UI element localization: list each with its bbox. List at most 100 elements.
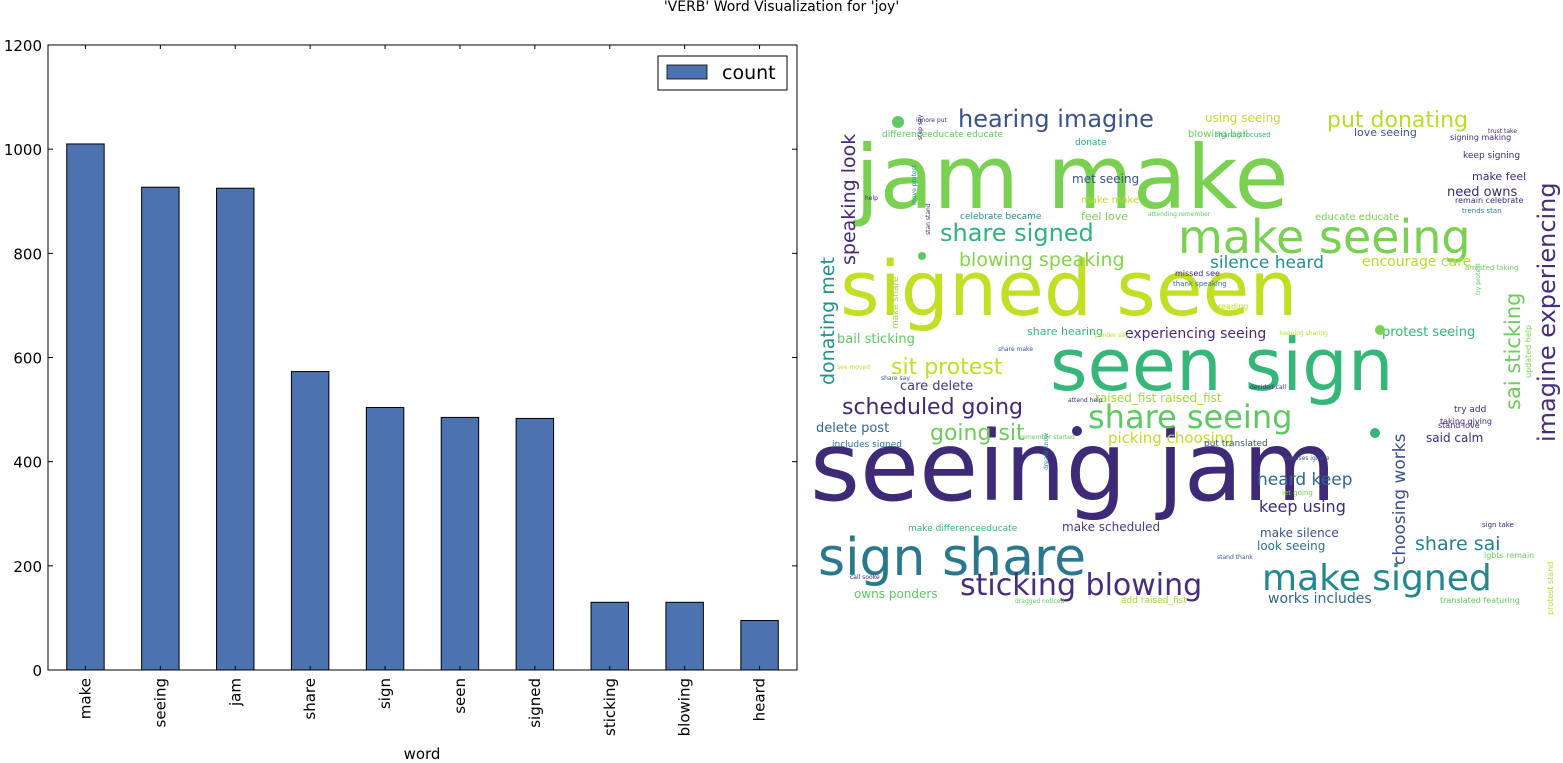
cloud-word: bail sticking <box>837 332 915 347</box>
y-tick-label: 800 <box>13 245 42 263</box>
cloud-word: arrested taking <box>1465 264 1518 272</box>
bar-seen <box>440 416 480 671</box>
bar-chart: 0 200 400 600 800 1000 1200 make seeing jam share… <box>4 37 798 763</box>
cloud-word: ignore put <box>916 117 947 124</box>
cloud-word: add raised_fist <box>1121 596 1187 606</box>
cloud-word: educate educate <box>1315 212 1399 223</box>
y-tick-label: 200 <box>13 558 42 576</box>
cloud-word: lgbts remain <box>1484 551 1534 560</box>
cloud-word: speaking look <box>838 134 860 265</box>
cloud-word: seen sign <box>1050 323 1393 407</box>
cloud-word: share seeing <box>1088 398 1292 436</box>
cloud-word: differenceeducate educate <box>882 130 1003 140</box>
y-tick-label: 600 <box>13 350 42 368</box>
bar-make <box>66 143 105 671</box>
cloud-word: share hearing <box>1027 325 1103 338</box>
cloud-word: share make <box>998 346 1033 353</box>
cloud-word: hearing imagine <box>958 105 1154 133</box>
cloud-word: stan stand <box>925 203 932 235</box>
cloud-word: scheduled going <box>842 395 1023 420</box>
x-tick-label: signed <box>526 678 544 728</box>
cloud-word: missed see <box>1175 269 1220 278</box>
cloud-word: make differenceeducate <box>908 524 1018 534</box>
bar-sticking <box>590 601 629 671</box>
bar-share <box>290 371 330 671</box>
cloud-word: attending remember <box>1148 211 1211 218</box>
cloud-word: chooses ignore <box>1284 455 1330 462</box>
cloud-word: put donating <box>1327 108 1468 133</box>
y-tick-label: 400 <box>13 454 42 472</box>
cloud-word: make silence <box>1260 526 1339 540</box>
cloud-word: love seeing <box>1354 126 1417 139</box>
cloud-word: ponder say <box>1095 332 1129 339</box>
cloud-word: make make <box>1081 195 1139 206</box>
cloud-word: need owns <box>1447 185 1517 200</box>
cloud-word: share signed <box>940 219 1094 247</box>
cloud-dot <box>918 252 926 260</box>
cloud-dot <box>1072 426 1082 436</box>
bar-sign <box>365 407 405 671</box>
x-axis: make seeing jam share sign seen signed sticking… <box>76 45 769 736</box>
cloud-word: thank speaking <box>1173 280 1227 288</box>
figure-title: 'VERB' Word Visualization for 'joy' <box>663 0 900 15</box>
cloud-word: put translated <box>1204 439 1268 449</box>
cloud-word: blowing speaking <box>959 249 1125 271</box>
cloud-word: keep using <box>1259 497 1346 516</box>
cloud-word: move protect <box>911 164 918 205</box>
cloud-word: donate <box>1075 138 1107 148</box>
cloud-word: said calm <box>1426 431 1483 445</box>
cloud-word: share say <box>881 375 910 382</box>
cloud-word: remember started <box>1020 434 1075 441</box>
cloud-word: see moved <box>837 364 870 371</box>
cloud-word: remain celebrate <box>1455 196 1523 205</box>
cloud-word: dragged noticed <box>1015 598 1064 605</box>
bar-signed <box>515 417 555 671</box>
cloud-word: sign share <box>818 528 1086 588</box>
y-tick-label: 1000 <box>4 141 42 159</box>
cloud-word: let going <box>1282 489 1313 497</box>
cloud-word: trends stan <box>1462 207 1502 215</box>
cloud-word: help <box>865 195 878 202</box>
cloud-word: signing making <box>1450 133 1511 142</box>
cloud-word: celebrate became <box>960 212 1042 222</box>
cloud-word: picking choosing <box>1108 429 1234 447</box>
cloud-word: heard keep <box>1257 470 1352 490</box>
legend: count <box>657 55 788 91</box>
cloud-word: decided call <box>1250 384 1286 391</box>
cloud-word: delete post <box>816 421 889 436</box>
cloud-word: sign take <box>1482 521 1514 529</box>
cloud-word: met seeing <box>1072 172 1139 186</box>
x-tick-label: sign <box>376 678 394 709</box>
cloud-word: choosing works <box>1390 433 1410 565</box>
y-tick-label: 0 <box>32 662 42 680</box>
cloud-word: make feel <box>1472 170 1526 183</box>
cloud-word: translated featuring <box>1440 596 1520 605</box>
cloud-word: stand thank <box>1217 554 1253 561</box>
bar-series <box>66 143 779 671</box>
cloud-word: going sit <box>930 421 1025 446</box>
cloud-word: sharing focused <box>1215 131 1271 139</box>
cloud-word: sai sticking <box>1501 292 1525 410</box>
x-tick-label: blowing <box>676 678 694 736</box>
cloud-word: taking giving <box>1440 417 1492 426</box>
cloud-word: sticking blowing <box>960 568 1202 603</box>
cloud-word: make seeing <box>1178 210 1471 264</box>
cloud-word: imagine experiencing <box>1533 182 1561 442</box>
x-tick-label: make <box>76 678 94 719</box>
cloud-word: raised_fist raised_fist <box>1095 391 1222 405</box>
cloud-word: signed seen <box>840 244 1298 333</box>
bar-seeing <box>141 186 180 671</box>
cloud-word: encourage care <box>1362 254 1471 270</box>
bar-blowing <box>665 601 704 671</box>
cloud-word: experiencing seeing <box>1125 326 1266 342</box>
bar-heard <box>740 620 779 671</box>
cloud-word: using seeing <box>1205 111 1281 125</box>
cloud-word: care delete <box>900 379 973 394</box>
cloud-dot <box>1370 428 1380 438</box>
cloud-word: make signed <box>1262 558 1492 599</box>
cloud-word: make share <box>891 276 901 329</box>
cloud-word: step say <box>917 114 924 140</box>
cloud-word: keep signing <box>1463 151 1520 161</box>
x-tick-label: seeing <box>151 678 169 727</box>
